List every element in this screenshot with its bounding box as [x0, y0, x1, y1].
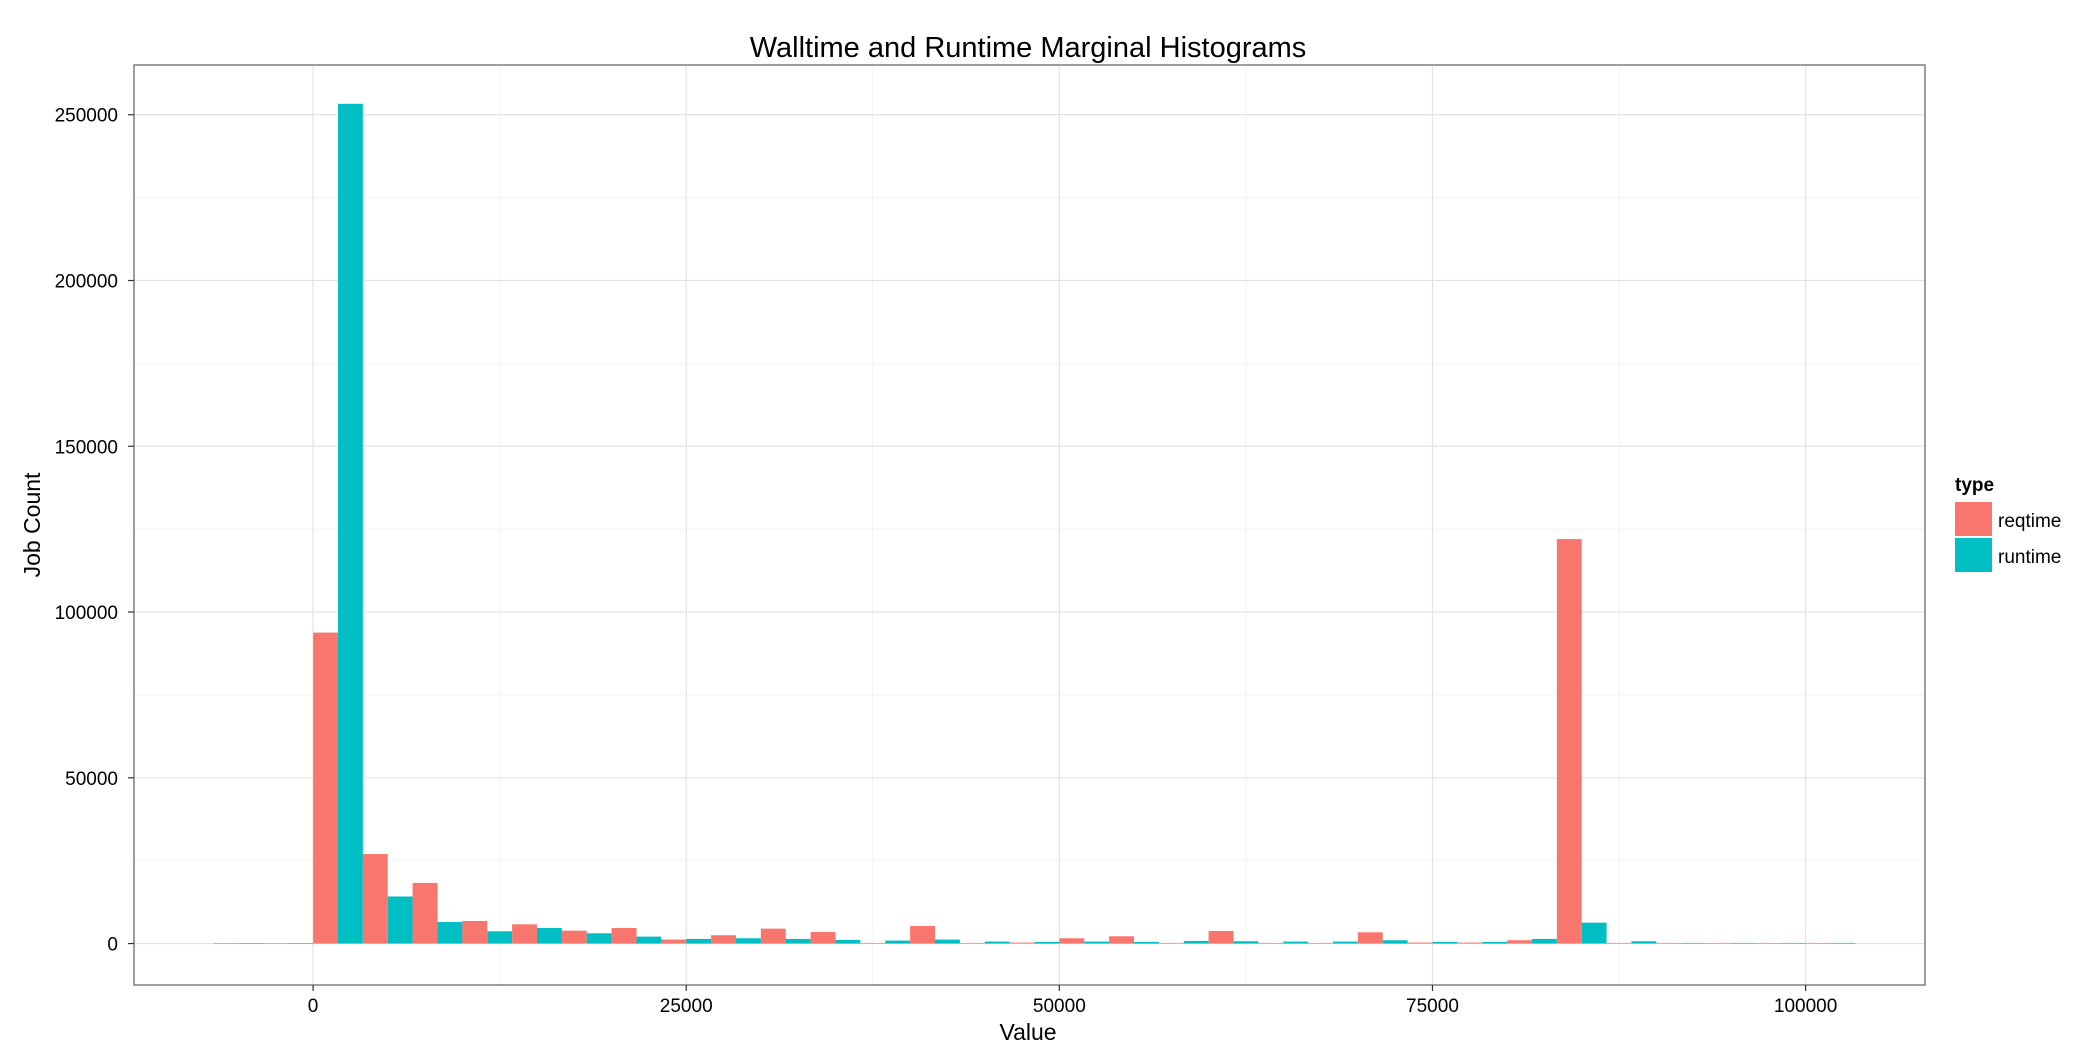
legend-label-runtime: runtime — [1998, 547, 2061, 568]
bar-reqtime — [711, 935, 736, 944]
x-tick-label: 50000 — [1033, 996, 1086, 1017]
bars — [213, 103, 1856, 944]
bar-reqtime — [213, 943, 239, 944]
bar-runtime — [984, 941, 1010, 944]
bar-reqtime — [910, 925, 935, 944]
y-tick-label: 250000 — [55, 106, 118, 127]
bar-runtime — [686, 938, 712, 944]
bar-runtime — [387, 896, 413, 944]
bar-reqtime — [1208, 930, 1234, 944]
legend-swatch-runtime — [1955, 538, 1992, 572]
bar-runtime — [288, 943, 314, 944]
bar-runtime — [238, 943, 264, 944]
x-tick-label: 0 — [308, 996, 319, 1017]
bar-reqtime — [1357, 932, 1383, 944]
bar-reqtime — [313, 632, 338, 944]
bar-runtime — [1531, 938, 1557, 944]
grid-lines — [134, 65, 1925, 985]
y-tick-label: 100000 — [55, 603, 118, 624]
plot-panel-border — [133, 64, 1926, 986]
bar-runtime — [536, 927, 562, 944]
y-tick-label: 150000 — [55, 437, 118, 458]
bar-runtime — [1332, 941, 1358, 944]
bar-runtime — [1283, 941, 1309, 944]
bar-reqtime — [1308, 942, 1333, 944]
bar-runtime — [337, 103, 363, 944]
y-axis-ticks: 0 50000 100000 150000 200000 250000 — [55, 106, 134, 956]
bar-runtime — [735, 938, 761, 944]
bar-runtime — [934, 939, 960, 944]
bar-runtime — [636, 936, 662, 944]
bar-runtime — [1581, 922, 1607, 944]
bar-runtime — [1233, 941, 1259, 944]
y-tick-label: 50000 — [65, 769, 118, 790]
bar-reqtime — [412, 882, 438, 944]
legend-label-reqtime: reqtime — [1998, 511, 2061, 532]
bar-reqtime — [1158, 942, 1184, 944]
bar-reqtime — [1706, 942, 1731, 944]
x-axis-ticks: 0 25000 50000 75000 100000 — [308, 985, 1837, 1017]
bar-reqtime — [561, 930, 587, 944]
chart-title: Walltime and Runtime Marginal Histograms — [750, 32, 1307, 64]
x-axis-title: Value — [999, 1019, 1056, 1045]
bar-reqtime — [1556, 539, 1582, 944]
bar-runtime — [835, 939, 861, 944]
x-tick-label: 75000 — [1406, 996, 1459, 1017]
bar-reqtime — [263, 943, 289, 944]
x-tick-label: 25000 — [660, 996, 713, 1017]
bar-reqtime — [1606, 942, 1632, 944]
bar-runtime — [1830, 942, 1856, 944]
bar-reqtime — [661, 939, 687, 944]
y-tick-label: 0 — [107, 935, 118, 956]
bar-runtime — [1382, 940, 1408, 944]
bar-runtime — [1780, 942, 1806, 944]
bar-runtime — [1133, 941, 1159, 944]
bar-reqtime — [1755, 942, 1781, 944]
bar-reqtime — [810, 931, 836, 944]
bar-runtime — [487, 931, 513, 944]
bar-runtime — [1084, 941, 1110, 944]
bar-reqtime — [611, 927, 637, 944]
bar-reqtime — [1805, 942, 1831, 944]
legend-swatch-reqtime — [1955, 502, 1992, 536]
bar-runtime — [1432, 941, 1458, 944]
bar-reqtime — [512, 924, 537, 944]
bar-reqtime — [1009, 942, 1035, 944]
bar-runtime — [437, 922, 463, 944]
bar-runtime — [785, 938, 811, 944]
bar-runtime — [1631, 941, 1657, 944]
bar-runtime — [1730, 942, 1756, 944]
bar-reqtime — [1109, 936, 1134, 944]
y-axis-title: Job Count — [19, 472, 45, 577]
bar-reqtime — [362, 854, 388, 944]
bar-reqtime — [1059, 938, 1085, 944]
bar-runtime — [1681, 942, 1707, 944]
bar-runtime — [1183, 940, 1209, 944]
bar-reqtime — [462, 921, 488, 944]
bar-runtime — [885, 940, 911, 944]
bar-reqtime — [1258, 942, 1284, 944]
bar-runtime — [1482, 941, 1508, 944]
legend-title: type — [1955, 475, 1994, 496]
bar-reqtime — [860, 942, 886, 944]
bar-reqtime — [760, 928, 786, 944]
y-tick-label: 200000 — [55, 271, 118, 292]
bar-reqtime — [1457, 942, 1483, 944]
bar-runtime — [586, 933, 612, 944]
x-tick-label: 100000 — [1774, 996, 1837, 1017]
bar-runtime — [1034, 941, 1060, 944]
bar-reqtime — [1507, 940, 1532, 944]
legend: type reqtime runtime — [1955, 475, 2061, 572]
bar-reqtime — [1407, 942, 1433, 944]
bar-reqtime — [1656, 942, 1682, 944]
bar-reqtime — [959, 942, 985, 944]
